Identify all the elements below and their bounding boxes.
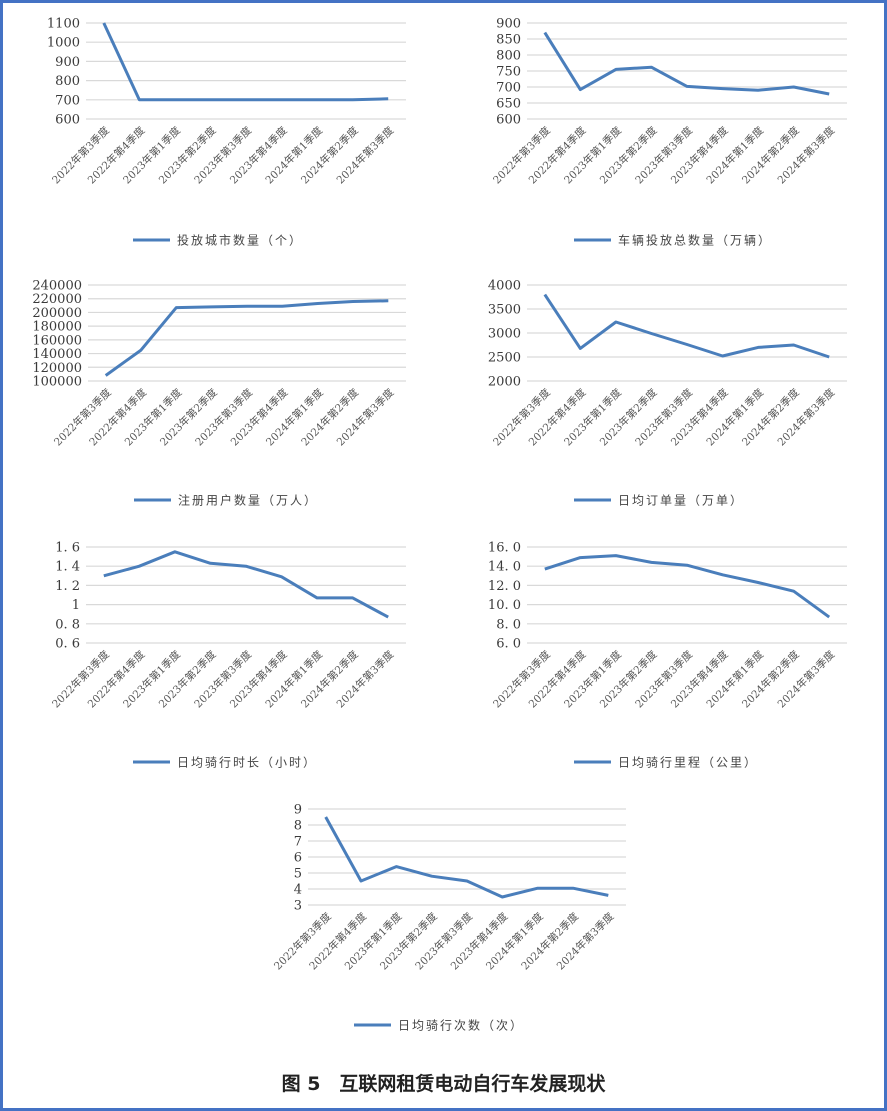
y-tick-label: 1. 2 — [55, 579, 80, 594]
y-tick-label: 750 — [496, 65, 521, 80]
y-tick-label: 100000 — [32, 375, 82, 390]
y-tick-label: 220000 — [32, 292, 82, 307]
y-tick-label: 6 — [294, 851, 302, 866]
y-tick-label: 900 — [55, 55, 80, 70]
y-tick-label: 800 — [55, 74, 80, 89]
y-tick-label: 900 — [496, 17, 521, 32]
line-chart-3: 1000001200001400001600001800002000002200… — [32, 279, 406, 508]
y-tick-label: 4000 — [488, 279, 521, 294]
y-tick-label: 9 — [294, 803, 302, 818]
y-tick-label: 8 — [294, 819, 302, 834]
y-tick-label: 16. 0 — [488, 541, 521, 556]
series-line — [544, 554, 831, 619]
y-tick-label: 2500 — [488, 351, 521, 366]
line-chart-1: 600700800900100011002022年第3季度2022年第4季度20… — [47, 17, 406, 248]
y-tick-label: 800 — [496, 49, 521, 64]
y-tick-label: 600 — [496, 113, 521, 128]
y-tick-label: 0. 6 — [55, 637, 80, 652]
legend-label: 注册用户数量（万人） — [178, 493, 318, 508]
y-tick-label: 700 — [55, 93, 80, 108]
y-tick-label: 5 — [294, 867, 302, 882]
y-tick-label: 120000 — [32, 361, 82, 376]
line-chart-5: 0. 60. 811. 21. 41. 62022年第3季度2022年第4季度2… — [49, 541, 406, 770]
legend-label: 日均骑行次数（次） — [398, 1018, 524, 1033]
legend-label: 日均骑行时长（小时） — [177, 756, 317, 770]
y-tick-label: 240000 — [32, 279, 82, 294]
y-tick-label: 10. 0 — [488, 598, 521, 613]
series-line — [543, 31, 830, 96]
y-tick-label: 6. 0 — [496, 637, 521, 652]
y-tick-label: 1100 — [47, 17, 80, 32]
legend-label: 日均骑行里程（公里） — [618, 755, 758, 770]
y-tick-label: 7 — [294, 835, 302, 850]
series-line — [103, 550, 389, 619]
y-tick-label: 1000 — [47, 36, 80, 51]
y-tick-label: 140000 — [32, 347, 82, 362]
series-line — [543, 293, 830, 359]
y-tick-label: 700 — [496, 81, 521, 96]
y-tick-label: 14. 0 — [488, 560, 521, 575]
legend-label: 日均订单量（万单） — [618, 494, 744, 508]
y-tick-label: 4 — [294, 883, 302, 898]
y-tick-label: 1 — [72, 598, 80, 613]
y-tick-label: 850 — [496, 33, 521, 48]
y-tick-label: 12. 0 — [488, 579, 521, 594]
y-tick-label: 200000 — [32, 306, 82, 321]
y-tick-label: 600 — [55, 113, 80, 128]
charts-canvas: 600700800900100011002022年第3季度2022年第4季度20… — [32, 17, 847, 1033]
y-tick-label: 3000 — [488, 327, 521, 342]
line-chart-2: 6006507007508008509002022年第3季度2022年第4季度2… — [490, 17, 847, 248]
y-tick-label: 650 — [496, 97, 521, 112]
y-tick-label: 1. 6 — [55, 541, 80, 556]
y-tick-label: 2000 — [488, 375, 521, 390]
line-chart-4: 200025003000350040002022年第3季度2022年第4季度20… — [488, 279, 847, 508]
y-tick-label: 1. 4 — [55, 560, 80, 575]
y-tick-label: 8. 0 — [496, 617, 521, 632]
figure-title: 图 5 互联网租赁电动自行车发展现状 — [281, 1073, 606, 1095]
y-tick-label: 160000 — [32, 333, 82, 348]
legend-label: 车辆投放总数量（万辆） — [618, 233, 772, 248]
y-tick-label: 3 — [294, 899, 302, 914]
y-tick-label: 3500 — [488, 303, 521, 318]
y-tick-label: 180000 — [32, 320, 82, 335]
line-chart-7: 34567892022年第3季度2022年第4季度2023年第1季度2023年第… — [271, 803, 626, 1033]
legend-label: 投放城市数量（个） — [177, 233, 303, 248]
line-chart-6: 6. 08. 010. 012. 014. 016. 02022年第3季度202… — [488, 541, 847, 770]
y-tick-label: 0. 8 — [55, 617, 80, 632]
